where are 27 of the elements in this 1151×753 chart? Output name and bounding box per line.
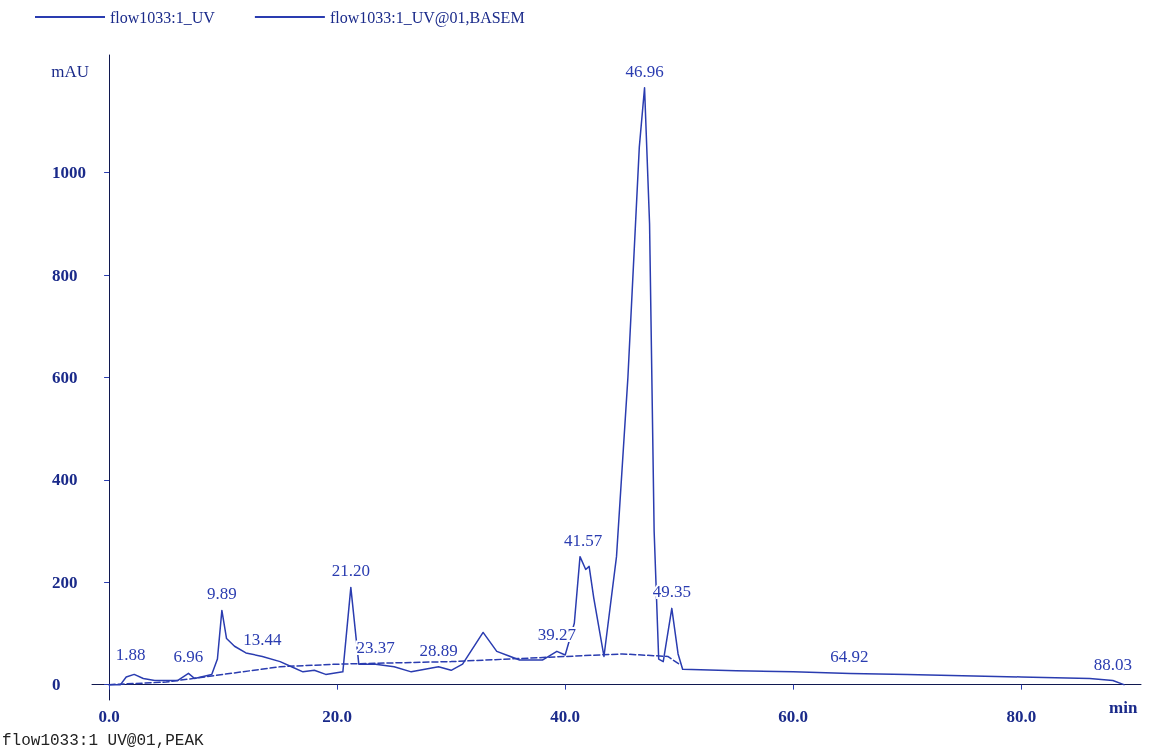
annotation: 1.88 (115, 644, 146, 664)
annotation: 64.92 (830, 647, 869, 667)
y-tick-label: 1000 (52, 163, 86, 183)
annotation: 21.20 (331, 561, 370, 581)
annotation: 9.89 (207, 584, 237, 604)
x-axis-title: min (1109, 697, 1138, 717)
x-tick-label: 40.0 (550, 707, 581, 726)
annotation: 28.89 (419, 640, 458, 660)
text: flow1033:1 UV@01,PEAK (2, 732, 205, 750)
x-tick-label: 80.0 (1006, 707, 1037, 726)
legend-label: flow1033:1_UV (110, 8, 216, 26)
x-tick-label: 0.0 (98, 707, 120, 726)
y-tick-label: 800 (52, 265, 78, 285)
annotation: 88.03 (1093, 654, 1132, 674)
x-tick-label: 20.0 (322, 707, 353, 726)
annotation: 6.96 (173, 647, 204, 667)
legend-label: flow1033:1_UV@01,BASEM (329, 8, 525, 27)
y-tick-label: 600 (52, 368, 78, 387)
y-axis-title: mAU (51, 62, 90, 81)
y-tick-label: 400 (52, 470, 78, 490)
annotation: 13.44 (243, 630, 282, 650)
y-tick-label: 0 (52, 675, 61, 695)
annotation: 46.96 (625, 61, 664, 81)
y-tick-label: 200 (52, 572, 78, 592)
annotation: 41.57 (563, 530, 603, 550)
x-tick-label: 60.0 (778, 707, 809, 726)
annotation: 23.37 (356, 638, 396, 658)
